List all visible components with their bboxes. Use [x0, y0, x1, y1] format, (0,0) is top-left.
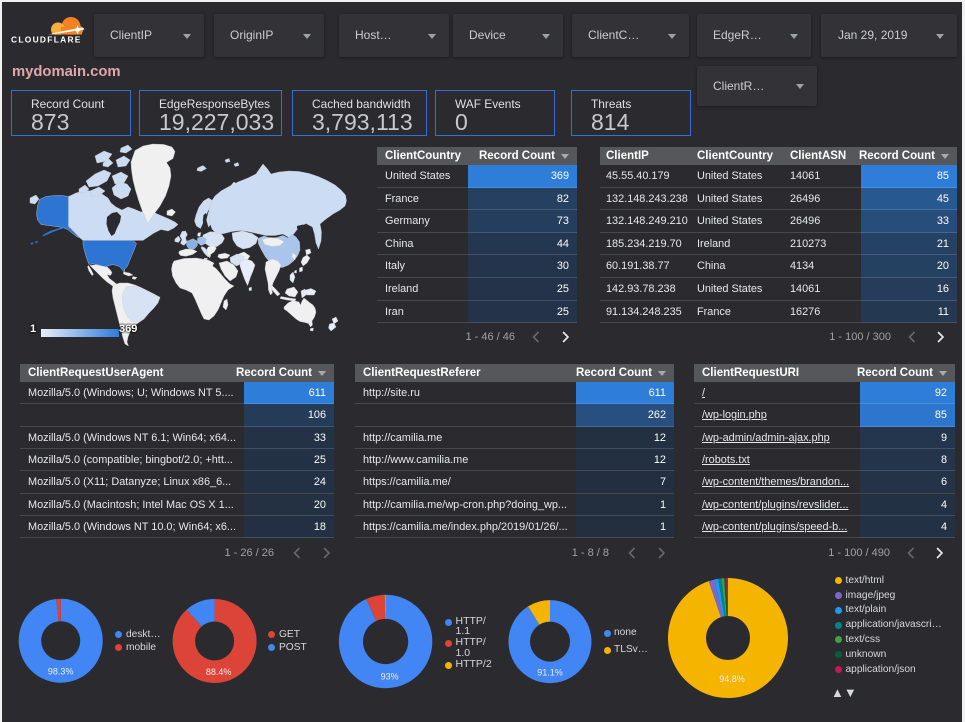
svg-text:88.4%: 88.4% [206, 667, 232, 677]
svg-text:94.8%: 94.8% [719, 674, 745, 684]
svg-text:91.1%: 91.1% [537, 668, 563, 678]
svg-text:93%: 93% [381, 671, 399, 681]
svg-text:98.3%: 98.3% [48, 667, 74, 677]
svg-text:CLOUDFLARE: CLOUDFLARE [11, 35, 82, 45]
